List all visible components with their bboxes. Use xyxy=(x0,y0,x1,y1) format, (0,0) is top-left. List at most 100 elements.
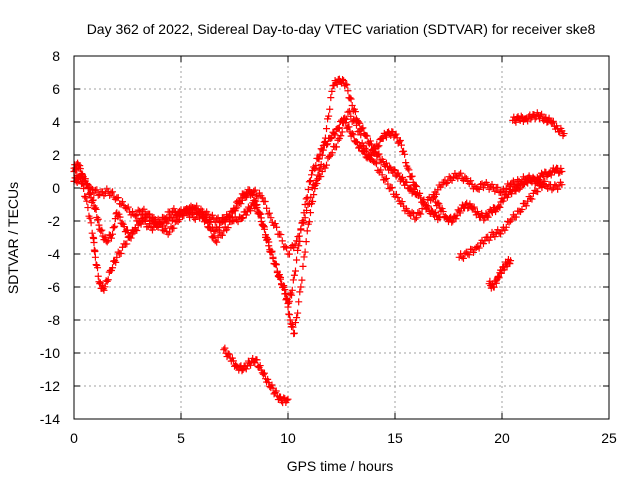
data-point xyxy=(94,264,102,272)
data-point xyxy=(83,180,91,188)
data-point xyxy=(81,192,89,200)
data-point xyxy=(361,144,369,152)
data-point xyxy=(394,194,402,202)
data-point xyxy=(507,257,515,265)
data-point xyxy=(557,164,565,172)
data-point xyxy=(379,158,387,166)
data-point xyxy=(95,221,103,229)
data-point xyxy=(184,208,192,216)
chart-title: Day 362 of 2022, Sidereal Day-to-day VTE… xyxy=(87,21,596,37)
data-point xyxy=(218,231,226,239)
data-point xyxy=(308,171,316,179)
y-tick-label: -4 xyxy=(48,246,61,262)
data-point xyxy=(300,219,308,227)
data-point xyxy=(297,225,305,233)
x-tick-label: 20 xyxy=(494,430,510,446)
data-point xyxy=(331,131,339,139)
data-point xyxy=(137,220,145,228)
data-point xyxy=(398,173,406,181)
data-point xyxy=(463,199,471,207)
data-point xyxy=(229,357,237,365)
data-point xyxy=(306,177,314,185)
data-point xyxy=(119,198,127,206)
data-point xyxy=(256,210,264,218)
data-point xyxy=(253,204,261,212)
data-point xyxy=(265,238,273,246)
data-point xyxy=(474,243,482,251)
data-point xyxy=(291,267,299,275)
data-point xyxy=(518,205,526,213)
data-point xyxy=(439,208,447,216)
data-point xyxy=(467,177,475,185)
data-point xyxy=(343,81,351,89)
y-tick-label: -12 xyxy=(40,378,60,394)
data-point xyxy=(91,253,99,261)
data-point xyxy=(301,214,309,222)
data-point xyxy=(251,186,259,194)
data-point xyxy=(107,189,115,197)
data-point xyxy=(496,203,504,211)
data-point xyxy=(356,143,364,151)
data-point xyxy=(344,87,352,95)
y-tick-label: 8 xyxy=(52,48,60,64)
data-point xyxy=(264,375,272,383)
data-point xyxy=(491,233,499,241)
data-point xyxy=(534,188,542,196)
data-point xyxy=(479,184,487,192)
data-point xyxy=(84,204,92,212)
data-point xyxy=(299,262,307,270)
data-point xyxy=(238,214,246,222)
data-point xyxy=(318,151,326,159)
data-point xyxy=(97,227,105,235)
data-point xyxy=(506,260,514,268)
data-point xyxy=(284,303,292,311)
data-point xyxy=(310,181,318,189)
data-point xyxy=(305,178,313,186)
data-point xyxy=(442,179,450,187)
data-point xyxy=(313,176,321,184)
data-point xyxy=(302,238,310,246)
data-point xyxy=(452,215,460,223)
data-point xyxy=(411,190,419,198)
series-track-H xyxy=(509,109,568,140)
data-point xyxy=(558,181,566,189)
data-point xyxy=(290,271,298,279)
data-point xyxy=(560,130,568,138)
y-tick-label: 4 xyxy=(52,114,60,130)
data-point xyxy=(281,286,289,294)
data-point xyxy=(137,211,145,219)
data-point xyxy=(327,94,335,102)
data-point xyxy=(285,311,293,319)
data-point xyxy=(249,354,257,362)
x-tick-label: 5 xyxy=(177,430,185,446)
data-point xyxy=(363,132,371,140)
data-point xyxy=(273,223,281,231)
data-point xyxy=(86,214,94,222)
data-point xyxy=(523,178,531,186)
data-point xyxy=(422,201,430,209)
data-point xyxy=(344,108,352,116)
data-point xyxy=(515,185,523,193)
data-point xyxy=(351,108,359,116)
axis-ticks: -14 -12 -10 -8 -6 -4 -2 0 2 4 6 8 0 5 10 15 20 25 xyxy=(40,48,617,446)
data-point xyxy=(86,190,94,198)
data-point xyxy=(131,212,139,220)
data-point xyxy=(217,219,225,227)
data-point xyxy=(116,213,124,221)
data-point xyxy=(371,158,379,166)
data-point xyxy=(76,162,84,170)
data-point xyxy=(430,194,438,202)
data-point xyxy=(444,178,452,186)
data-point xyxy=(547,171,555,179)
data-point xyxy=(345,123,353,131)
data-point xyxy=(109,264,117,272)
data-point xyxy=(76,165,84,173)
data-point xyxy=(388,184,396,192)
data-point xyxy=(407,184,415,192)
data-points xyxy=(70,75,568,407)
data-point xyxy=(312,162,320,170)
data-point xyxy=(396,137,404,145)
data-point xyxy=(282,290,290,298)
data-point xyxy=(542,113,550,121)
data-point xyxy=(300,253,308,261)
